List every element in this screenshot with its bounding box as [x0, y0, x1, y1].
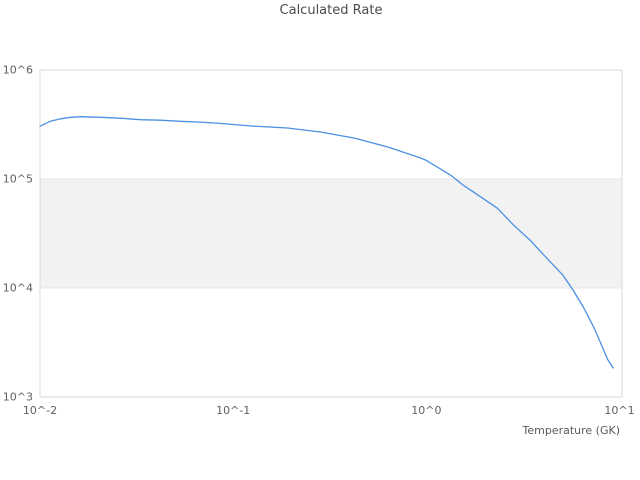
plot-border [39, 69, 623, 398]
x-tick-label-1: 10^-1 [216, 404, 251, 417]
y-tick-label-1: 10^4 [2, 281, 33, 295]
shaded-band [40, 179, 622, 288]
x-axis-label: Temperature (GK) [522, 424, 621, 437]
x-tick-label-2: 10^0 [411, 404, 442, 417]
y-tick-label-0: 10^3 [2, 390, 33, 404]
y-tick-label-2: 10^5 [2, 172, 33, 186]
x-tick-label-3: 10^1 [604, 404, 635, 417]
rate-curve [39, 116, 614, 369]
y-tick-label-3: 10^6 [2, 63, 33, 77]
x-tick-label-0: 10^-2 [22, 404, 58, 417]
chart-title: Calculated Rate [279, 3, 383, 18]
